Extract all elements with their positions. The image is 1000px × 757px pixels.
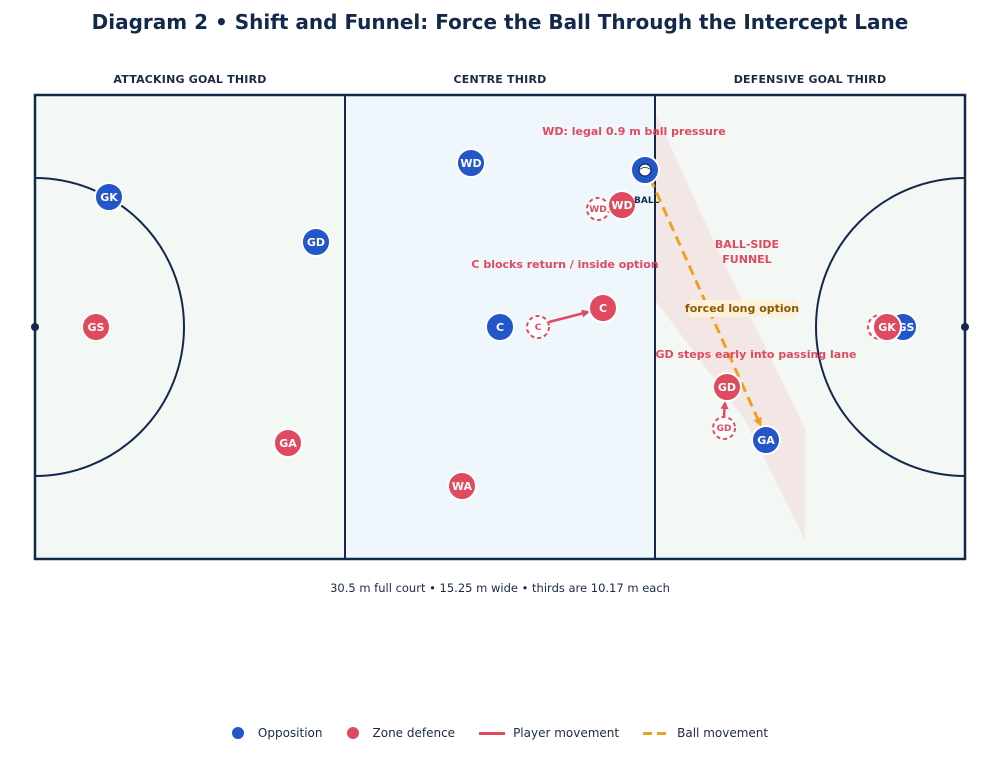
opposition-wd[interactable]: WD — [456, 148, 486, 178]
svg-text:GK: GK — [878, 321, 896, 334]
annotation-funnel-line2: FUNNEL — [722, 253, 771, 266]
annotation-c-blocks: C blocks return / inside option — [471, 258, 658, 271]
legend-ball-movement-swatch — [643, 731, 670, 735]
goal-post-left — [31, 323, 39, 331]
legend-item-player-movement: Player movement — [479, 726, 619, 740]
svg-text:GS: GS — [88, 321, 105, 334]
svg-text:C: C — [599, 302, 607, 315]
opposition-c[interactable]: C — [485, 312, 515, 342]
legend-item-opposition: Opposition — [231, 726, 323, 740]
defence-gd[interactable]: GD — [712, 372, 742, 402]
zone-label-centre: CENTRE THIRD — [453, 73, 547, 86]
zone-label-defensive: DEFENSIVE GOAL THIRD — [733, 73, 887, 86]
defence-wd[interactable]: WD — [607, 190, 637, 220]
legend-defence-swatch — [346, 727, 359, 739]
svg-text:GS: GS — [898, 321, 915, 334]
forced-option-label-bg — [689, 300, 796, 317]
court-dimensions-note: 30.5 m full court • 15.25 m wide • third… — [330, 581, 670, 595]
legend-opposition-swatch — [231, 727, 244, 739]
defence-gs[interactable]: GS — [81, 312, 111, 342]
opposition-ga[interactable]: GA — [751, 425, 781, 455]
defence-gk[interactable]: GK — [867, 312, 902, 342]
svg-text:WD: WD — [611, 199, 632, 212]
netball-icon — [638, 163, 652, 177]
svg-text:GK: GK — [100, 191, 118, 204]
opposition-gk[interactable]: GK — [94, 182, 124, 212]
annotation-forced-option: forced long option — [685, 302, 799, 315]
goal-post-right — [961, 323, 969, 331]
zone-label-attacking: ATTACKING GOAL THIRD — [113, 73, 267, 86]
svg-text:C: C — [535, 323, 542, 333]
svg-text:GA: GA — [757, 434, 775, 447]
svg-text:GD: GD — [307, 236, 325, 249]
svg-text:GD: GD — [718, 381, 736, 394]
ghost-position-gd: GD — [712, 416, 736, 440]
opposition-gd[interactable]: GD — [301, 227, 331, 257]
annotation-funnel-line1: BALL-SIDE — [715, 238, 779, 251]
legend-opposition-label: Opposition — [257, 726, 323, 740]
defence-wa[interactable]: WA — [447, 471, 477, 501]
defence-c[interactable]: C — [588, 293, 618, 323]
ghost-position-wd: WD — [586, 197, 610, 221]
annotation-gd-steps: GD steps early into passing lane — [655, 348, 856, 361]
legend-defence-label: Zone defence — [372, 726, 456, 740]
svg-text:WA: WA — [452, 480, 473, 493]
legend-item-defence: Zone defence — [346, 726, 456, 740]
svg-text:C: C — [496, 321, 504, 334]
defence-ga[interactable]: GA — [273, 428, 303, 458]
legend-player-movement-swatch — [479, 731, 506, 735]
legend-ball-movement-label: Ball movement — [677, 726, 769, 740]
svg-text:GA: GA — [279, 437, 297, 450]
c-movement-arrow — [548, 309, 590, 324]
gd-movement-arrow — [720, 401, 729, 417]
svg-text:WD: WD — [589, 205, 606, 215]
legend-item-ball-movement: Ball movement — [643, 726, 768, 740]
annotation-wd-pressure: WD: legal 0.9 m ball pressure — [542, 125, 725, 138]
svg-text:WD: WD — [460, 157, 481, 170]
goal-circle-right — [815, 177, 966, 477]
legend: Opposition Zone defence Player movement … — [0, 726, 1000, 740]
diagram-title: Diagram 2 • Shift and Funnel: Force the … — [91, 10, 909, 34]
ghost-position-c: C — [526, 315, 550, 339]
ball-carrier[interactable] — [630, 155, 660, 185]
svg-text:GD: GD — [717, 424, 732, 434]
legend-player-movement-label: Player movement — [513, 726, 620, 740]
ball-label: BALL — [634, 196, 660, 206]
